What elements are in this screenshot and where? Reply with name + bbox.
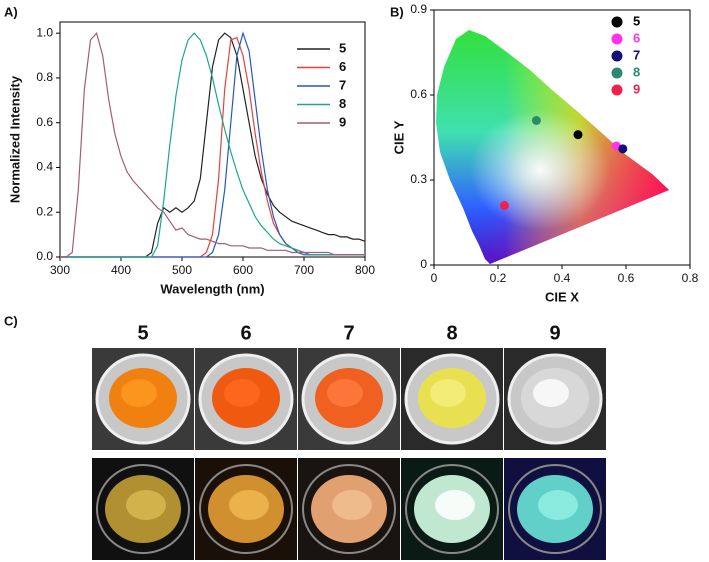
legend-label: 7 [633,47,640,62]
x-axis-label: Wavelength (nm) [160,281,264,296]
y-tick-label: 0 [420,257,427,271]
dish [302,464,396,554]
y-tick-label: 0.9 [410,2,427,16]
x-tick-label: 800 [355,263,375,277]
legend-label: 5 [339,40,346,55]
legend-label: 6 [633,30,640,45]
x-tick-label: 700 [294,263,314,277]
y-tick-label: 0.0 [36,249,53,263]
photo-grid: 5 6 7 8 9 [92,322,606,560]
point [499,201,509,210]
powder-highlight [229,490,269,520]
powder-highlight [224,379,260,407]
legend-swatch [611,67,623,79]
point [573,130,583,140]
y-axis-label: CIE Y [391,120,406,154]
dish [199,464,293,554]
y-tick-label: 0.4 [36,160,53,174]
panel-label: C) [4,313,18,328]
y-tick-label: 0.3 [410,172,427,186]
cie-gamut [436,30,669,264]
legend-swatch [611,16,623,28]
x-tick-label: 0.6 [618,271,635,285]
powder-highlight [430,379,466,407]
photo-label: 7 [343,322,354,344]
y-tick-label: 0.6 [36,115,53,129]
photo-label: 6 [240,322,251,344]
legend-label: 5 [633,13,640,28]
x-tick-label: 400 [111,263,131,277]
x-tick-label: 0.8 [682,271,699,285]
powder-highlight [332,490,372,520]
x-tick-label: 500 [172,263,192,277]
dish [405,464,499,554]
plot-frame [59,21,366,258]
dish [96,464,190,554]
legend-label: 9 [633,81,640,96]
y-tick-label: 0.6 [410,87,427,101]
legend-label: 8 [633,64,640,79]
y-tick-label: 0.8 [36,70,53,84]
panel-label: B) [390,4,404,19]
x-tick-label: 0.2 [490,271,507,285]
powder-highlight [327,379,363,407]
powder-highlight [435,490,475,520]
x-tick-label: 0.4 [554,271,571,285]
point [531,116,541,125]
powder-highlight [538,490,578,520]
legend-label: 6 [339,59,346,74]
y-tick-label: 0.2 [36,204,53,218]
series-line [60,32,365,258]
photo-label: 8 [446,322,457,344]
powder-highlight [121,379,157,407]
point [618,144,628,154]
x-tick-label: 600 [233,263,253,277]
legend-label: 9 [339,114,346,129]
legend-label: 7 [339,77,346,92]
panel-label: A) [4,4,18,19]
x-axis-label: CIE X [545,289,579,304]
y-axis-label: Normalized Intensity [7,75,22,203]
legend-swatch [611,84,623,96]
x-tick-label: 300 [50,263,70,277]
legend-label: 8 [339,96,346,111]
y-tick-label: 1.0 [36,25,53,39]
legend-swatch [611,33,623,45]
series-line [60,31,365,258]
powder-highlight [533,379,569,407]
legend-swatch [611,50,623,62]
x-tick-label: 0 [431,271,438,285]
powder-highlight [126,490,166,520]
photo-label: 5 [137,322,148,344]
photo-label: 9 [549,322,560,344]
dish [508,464,602,554]
